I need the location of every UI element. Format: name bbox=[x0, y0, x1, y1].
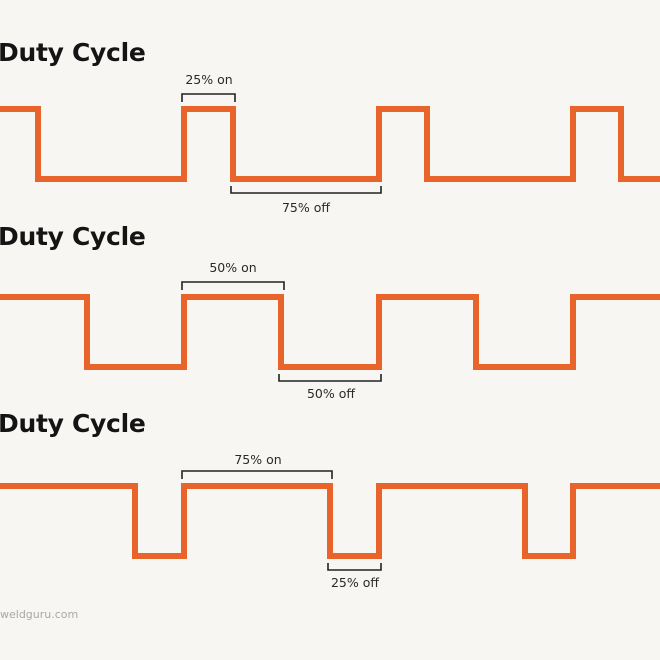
watermark: weldguru.com bbox=[0, 608, 79, 621]
square-wave-line bbox=[0, 106, 660, 182]
on-bracket: 25% on bbox=[181, 72, 236, 102]
square-wave-line bbox=[0, 483, 660, 559]
off-label: 75% off bbox=[282, 200, 330, 215]
on-label: 50% on bbox=[209, 260, 256, 275]
panel-title: Duty Cycle bbox=[0, 409, 146, 438]
on-bracket: 75% on bbox=[181, 452, 333, 479]
waveform-75: 75% on 25% off bbox=[0, 452, 660, 590]
panel-title: Duty Cycle bbox=[0, 38, 146, 67]
square-wave-line bbox=[0, 294, 660, 370]
off-bracket: 75% off bbox=[230, 186, 382, 215]
waveform-25: 25% on 75% off bbox=[0, 72, 660, 215]
on-bracket: 50% on bbox=[181, 260, 285, 290]
panel-title: Duty Cycle bbox=[0, 222, 146, 251]
off-label: 50% off bbox=[307, 386, 355, 401]
on-label: 25% on bbox=[185, 72, 232, 87]
off-bracket: 25% off bbox=[327, 563, 382, 590]
waveform-50: 50% on 50% off bbox=[0, 260, 660, 401]
off-label: 25% off bbox=[331, 575, 379, 590]
off-bracket: 50% off bbox=[278, 374, 382, 401]
on-label: 75% on bbox=[234, 452, 281, 467]
